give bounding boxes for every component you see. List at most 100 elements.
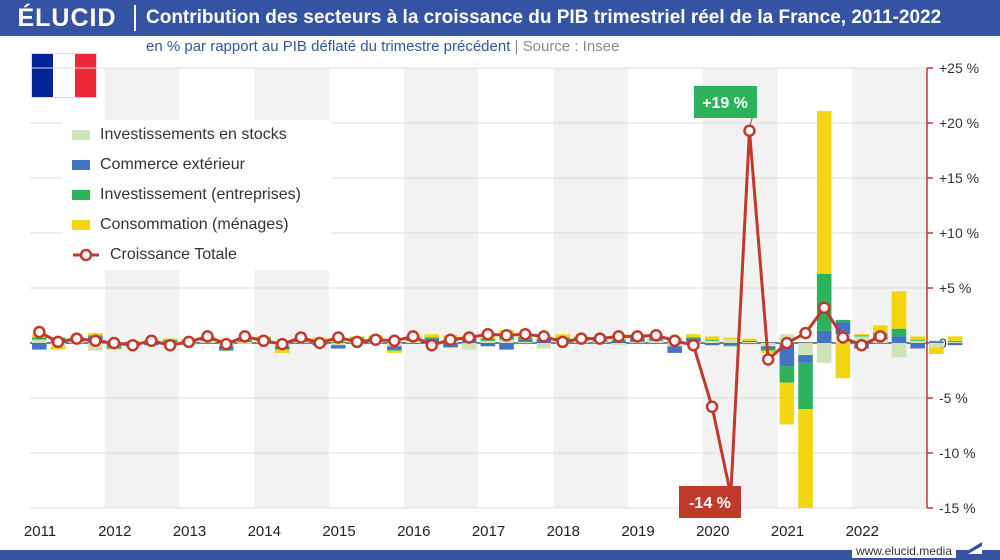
- flag-blue-band: [32, 54, 54, 97]
- total-growth-point: [219, 337, 233, 351]
- annotation-max-label: +19 %: [702, 95, 748, 112]
- x-tick-label: 2015: [322, 523, 355, 540]
- bar-segment: [704, 343, 720, 346]
- total-growth-point: [444, 333, 457, 346]
- x-tick-label: 2017: [472, 523, 505, 540]
- x-tick-label: 2021: [771, 523, 804, 540]
- bar-segment: [424, 334, 440, 338]
- total-growth-point: [406, 330, 420, 343]
- bar-segment: [816, 330, 832, 343]
- bar-segment: [32, 339, 47, 343]
- total-growth-point: [631, 330, 644, 343]
- bar-segment: [910, 340, 925, 343]
- bar-segment: [424, 337, 440, 339]
- total-growth-point: [556, 335, 569, 349]
- bar-segment: [929, 340, 944, 342]
- y-tick-label: +25 %: [939, 60, 979, 76]
- total-growth-point: [145, 334, 158, 348]
- bar-segment: [387, 349, 402, 351]
- y-tick-label: -10 %: [939, 445, 976, 461]
- bar-segment: [723, 339, 739, 343]
- flag-red-band: [74, 54, 96, 97]
- bar-segment: [947, 336, 963, 341]
- annotation-min-box: [679, 486, 741, 518]
- subtitle-text: en % par rapport au PIB déflaté du trime…: [146, 38, 511, 55]
- bar-segment: [891, 291, 907, 329]
- total-growth-point: [276, 337, 289, 351]
- bar-segment: [910, 336, 925, 340]
- total-growth-point: [649, 329, 663, 342]
- legend-label: Commerce extérieur: [100, 156, 245, 173]
- bar-segment: [816, 110, 832, 274]
- total-growth-point: [425, 338, 439, 352]
- total-growth-point: [836, 331, 850, 344]
- subtitle-separator: |: [514, 38, 519, 55]
- legend-swatch: [72, 130, 90, 140]
- total-growth-point: [89, 334, 102, 348]
- bar-segment: [835, 319, 851, 323]
- total-growth-point: [294, 331, 308, 344]
- bar-segment: [835, 343, 851, 379]
- x-tick-label: 2019: [621, 523, 654, 540]
- bar-segment: [274, 349, 290, 353]
- total-growth-point: [238, 330, 252, 343]
- bar-segment: [947, 343, 963, 346]
- footer-url[interactable]: www.elucid.media: [851, 544, 956, 558]
- elucid-logo[interactable]: ÉLUCID: [17, 4, 117, 32]
- bar-segment: [779, 366, 795, 383]
- bar-segment: [798, 355, 813, 363]
- bar-segment: [536, 343, 552, 349]
- total-growth-point: [799, 326, 812, 340]
- total-growth-point: [481, 327, 495, 341]
- bar-segment: [891, 343, 907, 358]
- total-growth-point: [687, 338, 700, 352]
- total-growth-point: [874, 330, 887, 343]
- bar-segment: [32, 343, 47, 350]
- bar-segment: [499, 343, 514, 350]
- total-growth-point: [332, 331, 345, 344]
- legend-item: Investissement (entreprises): [72, 180, 301, 210]
- chart-subtitle: en % par rapport au PIB déflaté du trime…: [146, 38, 619, 55]
- total-growth-point: [705, 400, 719, 414]
- bar-segment: [704, 339, 720, 341]
- legend-item: Consommation (ménages): [72, 210, 289, 240]
- bar-segment: [910, 339, 925, 341]
- y-tick-label: +15 %: [939, 170, 979, 186]
- x-tick-label: 2016: [397, 523, 430, 540]
- x-tick-label: 2013: [173, 523, 206, 540]
- bar-segment: [686, 334, 701, 338]
- x-tick-label: 2022: [846, 523, 879, 540]
- y-tick-label: -15 %: [939, 500, 976, 516]
- y-tick-label: +5 %: [939, 280, 971, 296]
- total-growth-point: [780, 336, 794, 350]
- bar-segment: [891, 336, 907, 343]
- bar-segment: [648, 340, 664, 343]
- bar-segment: [742, 340, 757, 342]
- france-flag-icon: [32, 54, 96, 97]
- total-growth-point: [163, 338, 177, 352]
- bar-segment: [929, 347, 944, 354]
- bar-segment: [947, 340, 963, 342]
- legend-line-swatch: [73, 248, 99, 262]
- bar-segment: [387, 346, 402, 350]
- flag-white-band: [53, 54, 75, 97]
- bar-segment: [461, 343, 477, 350]
- total-growth-point: [201, 330, 214, 343]
- bar-segment: [480, 340, 496, 343]
- legend-swatch: [72, 160, 90, 170]
- bar-segment: [891, 328, 907, 337]
- bar-segment: [611, 343, 626, 346]
- legend-swatch: [72, 220, 90, 230]
- total-growth-point: [743, 124, 756, 137]
- total-growth-point: [126, 338, 140, 352]
- chart-legend: Investissements en stocks Commerce extéri…: [62, 120, 332, 270]
- total-growth-line: [38, 129, 881, 497]
- bar-segment: [331, 343, 346, 346]
- source-text: Source : Insee: [522, 38, 620, 55]
- bar-segment: [387, 350, 402, 353]
- bar-segment: [480, 343, 496, 347]
- total-growth-point: [593, 332, 607, 345]
- bar-segment: [237, 343, 253, 345]
- bar-segment: [32, 337, 47, 340]
